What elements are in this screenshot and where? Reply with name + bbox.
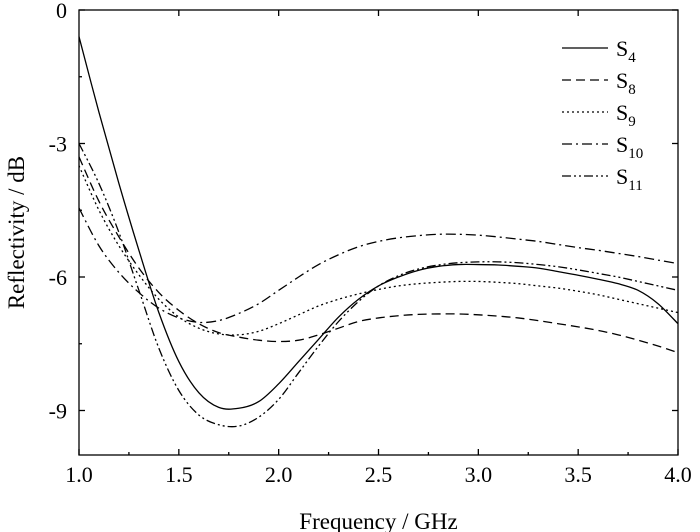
- y-tick-label: 0: [56, 0, 67, 23]
- series-line-s4: [78, 36, 679, 410]
- legend-label-s11: S11: [616, 164, 643, 194]
- y-tick-label: -9: [49, 399, 67, 424]
- x-tick-label: 1.0: [65, 462, 93, 487]
- series-line-s8: [78, 156, 679, 354]
- x-axis-ticks: 1.0 1.5 2.0 2.5 3.0 3.5 4.0: [65, 10, 692, 487]
- legend-label-s8: S8: [616, 68, 636, 98]
- legend-label-s4: S4: [616, 36, 636, 66]
- y-tick-label: -3: [49, 132, 67, 157]
- series-line-s11: [78, 143, 679, 428]
- y-axis-ticks: 0 -3 -6 -9: [49, 0, 678, 424]
- plot-area: 1.0 1.5 2.0 2.5 3.0 3.5 4.0 0 -3 -6 -9: [49, 0, 692, 487]
- legend-label-s9: S9: [616, 100, 636, 130]
- x-tick-label: 1.5: [165, 462, 193, 487]
- x-tick-label: 3.5: [564, 462, 592, 487]
- series-group: [78, 36, 679, 428]
- x-axis-label: Frequency / GHz: [299, 509, 457, 532]
- y-tick-label: -6: [49, 265, 67, 290]
- legend-label-s10: S10: [616, 132, 643, 162]
- plot-frame: [78, 9, 679, 456]
- x-tick-label: 2.0: [265, 462, 293, 487]
- x-tick-label: 2.5: [365, 462, 393, 487]
- series-line-s10: [78, 207, 679, 324]
- x-tick-label: 3.0: [465, 462, 493, 487]
- x-tick-label: 4.0: [664, 462, 692, 487]
- y-axis-label: Reflectivity / dB: [4, 156, 29, 309]
- series-line-s9: [78, 165, 679, 336]
